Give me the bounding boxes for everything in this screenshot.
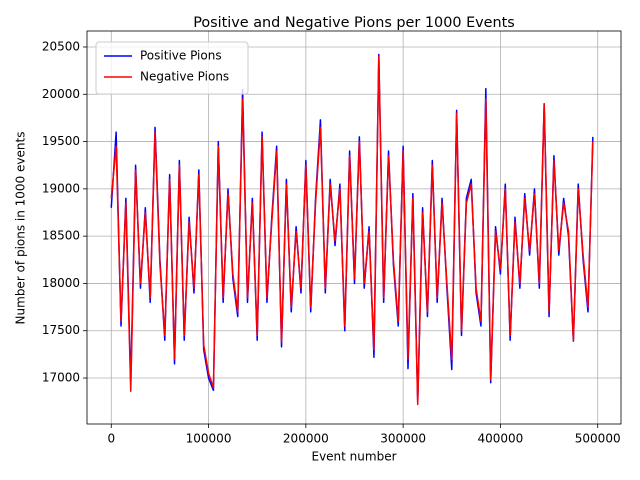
x-tick-label: 400000: [478, 432, 524, 446]
x-tick-label: 500000: [575, 432, 621, 446]
legend: Positive Pions Negative Pions: [95, 41, 249, 95]
plot-frame: [86, 30, 622, 425]
y-tick-label: 20000: [42, 87, 80, 101]
legend-box: [95, 41, 249, 95]
y-tick-label: 18000: [42, 276, 80, 290]
y-tick-label: 18500: [42, 229, 80, 243]
plot-lines: [110, 53, 594, 406]
y-tick-label: 20500: [42, 39, 80, 53]
x-tick-label: 200000: [283, 432, 329, 446]
x-tick-label: 100000: [186, 432, 232, 446]
y-tick-label: 17000: [42, 371, 80, 385]
x-tick-label: 0: [107, 432, 115, 446]
y-tick-label: 19000: [42, 181, 80, 195]
x-tick-label: 300000: [380, 432, 426, 446]
legend-label: Negative Pions: [140, 70, 229, 84]
ticks: 0 100000 200000 300000 400000 500000 17000 1750…: [42, 39, 621, 445]
y-tick-label: 19500: [42, 134, 80, 148]
y-axis-label: Number of pions in 1000 events: [14, 132, 28, 325]
x-axis-label: Event number: [311, 450, 396, 464]
legend-label: Positive Pions: [140, 49, 222, 63]
chart-title: Positive and Negative Pions per 1000 Eve…: [193, 15, 515, 31]
y-tick-label: 17500: [42, 323, 80, 337]
series-line: [110, 55, 594, 406]
